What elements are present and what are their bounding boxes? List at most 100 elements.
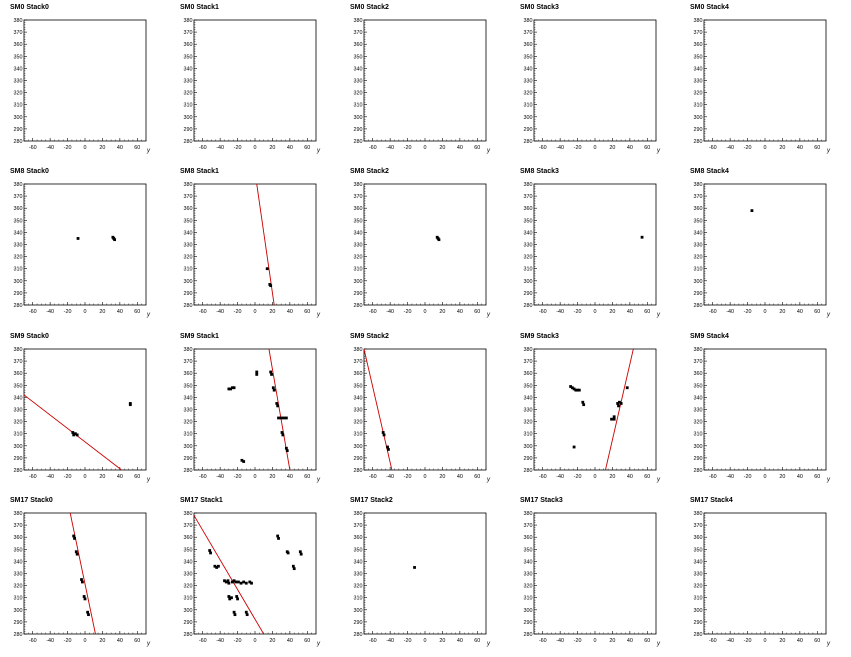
hit-point [242, 460, 246, 463]
hit-point [233, 613, 237, 617]
y-tick-label: 310 [14, 596, 23, 602]
x-tick-label: 40 [287, 309, 293, 315]
x-tick-label: -20 [574, 474, 582, 480]
hit-point [269, 370, 273, 374]
y-tick-label: 370 [14, 194, 23, 200]
y-tick-label: 280 [354, 303, 363, 309]
x-tick-label: -20 [234, 638, 242, 644]
y-tick-label: 350 [694, 383, 703, 389]
y-tick-label: 310 [524, 596, 533, 602]
x-tick-label: 60 [304, 145, 310, 151]
y-tick-label: 370 [184, 30, 193, 36]
y-tick-label: 330 [524, 408, 533, 414]
x-axis-label: y [486, 641, 491, 647]
y-tick-label: 280 [14, 139, 23, 145]
hit-point [284, 446, 288, 450]
y-tick-label: 350 [524, 383, 533, 389]
y-tick-label: 300 [354, 608, 363, 614]
hit-point [217, 564, 220, 568]
hit-point [277, 416, 280, 420]
y-tick-label: 300 [14, 444, 23, 450]
panel-2: SM0 Stack2 280 290 300 310 320 330 340 350 360 370… [340, 0, 510, 164]
y-tick-label: 320 [354, 91, 363, 97]
hit-point [86, 610, 90, 614]
x-tick-label: -40 [726, 638, 734, 644]
hit-point [234, 580, 238, 584]
y-tick-label: 320 [354, 420, 363, 426]
x-tick-label: -60 [539, 638, 547, 644]
hit-point [570, 386, 574, 390]
x-tick-label: 60 [134, 638, 140, 644]
x-tick-label: 60 [474, 474, 480, 480]
y-tick-label: 370 [354, 194, 363, 200]
plot-frame [363, 19, 487, 142]
y-tick-label: 330 [354, 243, 363, 249]
y-tick-label: 280 [354, 468, 363, 474]
x-axis-label: y [146, 148, 151, 154]
plot-frame [363, 512, 487, 635]
y-tick-label: 280 [184, 303, 193, 309]
panel-title: SM8 Stack2 [350, 168, 389, 175]
x-tick-label: -40 [556, 474, 564, 480]
y-tick-label: 290 [524, 456, 533, 462]
plot-frame [703, 19, 827, 142]
hit-point [72, 433, 76, 437]
x-tick-label: 0 [254, 145, 257, 151]
x-tick-label: -40 [216, 474, 224, 480]
x-tick-label: 40 [627, 309, 633, 315]
hit-point [285, 449, 289, 453]
hit-point [235, 595, 239, 598]
y-tick-label: 290 [354, 291, 363, 297]
y-tick-label: 380 [694, 18, 703, 24]
hit-point [281, 433, 285, 437]
y-tick-label: 340 [14, 66, 23, 72]
plot-frame [533, 183, 657, 306]
y-tick-label: 310 [524, 267, 533, 273]
y-tick-label: 370 [354, 30, 363, 36]
x-tick-label: 40 [117, 638, 123, 644]
hit-point [271, 386, 275, 390]
y-tick-label: 370 [524, 194, 533, 200]
x-tick-label: 60 [644, 309, 650, 315]
plot-area: 280 290 300 310 320 330 340 350 360 370 380 -60 -40 -… [694, 511, 832, 647]
y-tick-label: 330 [184, 408, 193, 414]
y-tick-label: 330 [184, 79, 193, 85]
panel-3: SM0 Stack3 280 290 300 310 320 330 340 350 360 370… [510, 0, 680, 164]
y-tick-label: 360 [694, 535, 703, 541]
plot-area: 280 290 300 310 320 330 340 350 360 370 380 -60 -40 -… [354, 18, 492, 154]
plot-area: 280 290 300 310 320 330 340 350 360 370 380 -60 -40 -… [694, 18, 832, 154]
y-tick-label: 330 [694, 243, 703, 249]
hit-point [381, 431, 385, 434]
y-tick-label: 350 [354, 383, 363, 389]
x-tick-label: -20 [404, 474, 412, 480]
x-axis-label: y [316, 148, 321, 154]
x-tick-label: 60 [814, 309, 820, 315]
hit-point [73, 537, 76, 540]
panel-12: SM9 Stack2 280 290 300 310 320 330 340 350 360 370… [340, 329, 510, 493]
x-tick-label: 20 [779, 638, 785, 644]
panel-title: SM8 Stack4 [690, 168, 729, 175]
x-tick-label: -20 [64, 474, 72, 480]
hit-point [286, 551, 290, 555]
x-tick-label: 60 [644, 474, 650, 480]
y-tick-label: 290 [524, 291, 533, 297]
plot-area: 280 290 300 310 320 330 340 350 360 370 380 -60 -40 -… [524, 182, 662, 318]
panel-10: SM9 Stack0 280 290 300 310 320 330 340 350 360 370… [0, 329, 170, 493]
hit-point [213, 564, 217, 568]
y-tick-label: 320 [14, 91, 23, 97]
hit-point [382, 433, 386, 437]
hit-point [299, 552, 303, 556]
hit-point [215, 566, 219, 569]
y-tick-label: 300 [184, 279, 193, 285]
x-tick-label: -20 [64, 145, 72, 151]
y-tick-label: 340 [14, 395, 23, 401]
hit-point [83, 597, 87, 601]
y-tick-label: 370 [184, 523, 193, 529]
x-tick-label: 20 [609, 309, 615, 315]
y-tick-label: 330 [524, 79, 533, 85]
y-tick-label: 300 [14, 279, 23, 285]
panel-title: SM9 Stack3 [520, 333, 559, 340]
x-tick-label: -40 [726, 145, 734, 151]
panel-title: SM17 Stack2 [350, 497, 393, 504]
y-tick-label: 380 [14, 182, 23, 188]
